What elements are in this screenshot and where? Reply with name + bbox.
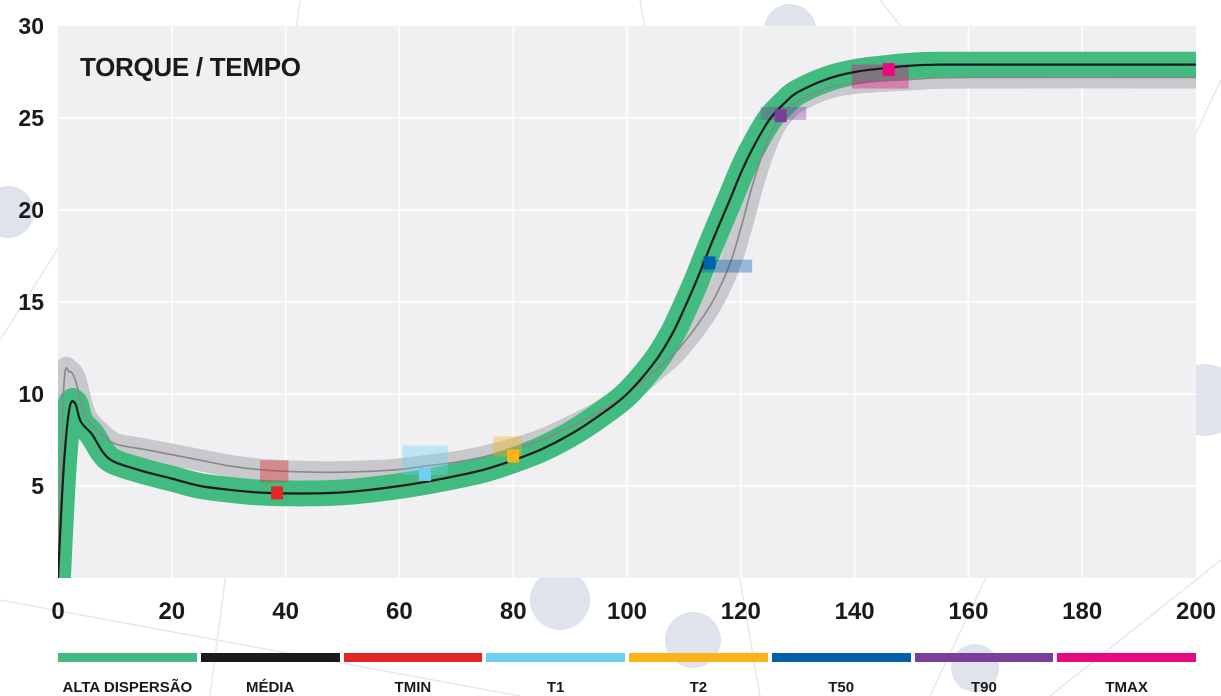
marker-t2 bbox=[507, 449, 520, 463]
background-node bbox=[0, 186, 34, 238]
legend-label: TMIN bbox=[394, 679, 432, 696]
background-node bbox=[530, 570, 590, 630]
marker-t90 bbox=[774, 109, 787, 123]
legend-swatch bbox=[771, 653, 911, 662]
marker-tmin bbox=[271, 486, 284, 500]
legend-swatch bbox=[629, 653, 768, 662]
legend-swatch bbox=[486, 653, 625, 662]
legend-label: T2 bbox=[689, 679, 708, 696]
legend-swatch bbox=[343, 653, 483, 662]
legend-swatch bbox=[200, 653, 340, 662]
legend-swatch bbox=[1057, 653, 1196, 662]
background-line bbox=[0, 599, 521, 696]
legend-swatch bbox=[914, 653, 1054, 662]
legend-label: T90 bbox=[970, 679, 997, 696]
plot-area bbox=[58, 26, 1196, 578]
legend-label: MÉDIA bbox=[245, 679, 295, 696]
chart-title: TORQUE / TEMPO bbox=[80, 52, 301, 82]
torque-time-chart bbox=[58, 26, 1196, 578]
marker-tmax bbox=[882, 63, 895, 77]
legend-swatch bbox=[58, 653, 197, 662]
marker-region-tmin bbox=[259, 460, 289, 483]
legend-label: ALTA DISPERSÃO bbox=[62, 679, 193, 696]
legend-label: TMAX bbox=[1105, 679, 1148, 696]
mean-line bbox=[58, 63, 1196, 578]
background-line bbox=[1049, 559, 1221, 696]
marker-t50 bbox=[703, 256, 716, 270]
legend-label: T1 bbox=[546, 679, 565, 696]
legend-label: T50 bbox=[828, 679, 855, 696]
marker-t1 bbox=[419, 467, 432, 481]
